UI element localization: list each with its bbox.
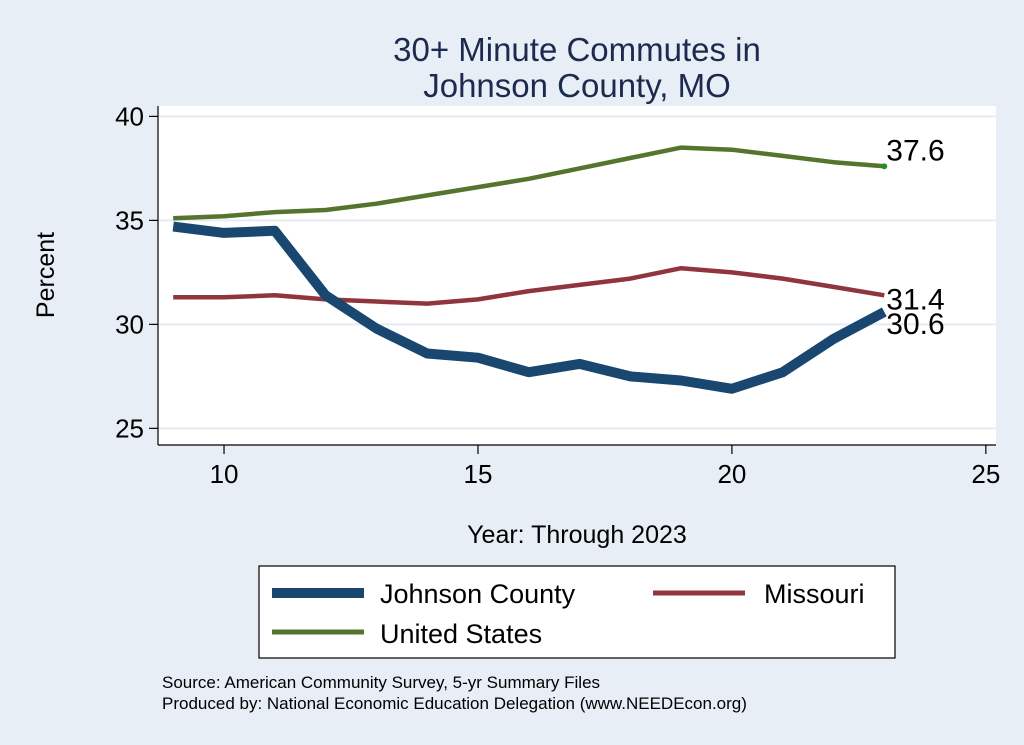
y-tick-label-25: 25 (115, 413, 144, 443)
series-lines (172, 145, 887, 394)
y-tick-label-35: 35 (115, 205, 144, 235)
data-labels: 30.631.4 37.6 (881, 134, 945, 341)
legend-box (258, 565, 896, 659)
x-tick-label-15: 15 (464, 459, 493, 489)
source-note: Source: American Community Survey, 5-yr … (162, 673, 600, 692)
end-marker-united-states (881, 163, 888, 170)
chart-title-line-2: Johnson County, MO (423, 67, 731, 104)
chart-title-line-1: 30+ Minute Commutes in (393, 31, 761, 68)
x-axis-title: Year: Through 2023 (467, 521, 687, 549)
y-tick-label-40: 40 (115, 101, 144, 131)
y-axis-title: Percent (32, 232, 60, 318)
end-label-united-states: 37.6 (886, 134, 944, 167)
legend: Johnson County Missouri United States (258, 565, 896, 659)
axes: 25 30 35 40 10 15 20 25 (115, 101, 1000, 489)
series-line-missouri (173, 265, 885, 306)
produced-by-note: Produced by: National Economic Education… (162, 694, 747, 713)
end-label-missouri: 31.4 (886, 283, 944, 316)
x-tick-label-10: 10 (210, 459, 239, 489)
y-tick-label-30: 30 (115, 309, 144, 339)
x-tick-label-20: 20 (717, 459, 746, 489)
plot-area (158, 106, 996, 445)
end-label-johnson-county: 30.6 (886, 308, 944, 341)
legend-label-missouri: Missouri (764, 579, 865, 609)
legend-label-united-states: United States (380, 619, 542, 649)
series-line-united-states (173, 145, 885, 221)
legend-label-johnson-county: Johnson County (380, 579, 576, 609)
x-tick-label-25: 25 (971, 459, 1000, 489)
series-line-johnson-county (172, 221, 887, 394)
